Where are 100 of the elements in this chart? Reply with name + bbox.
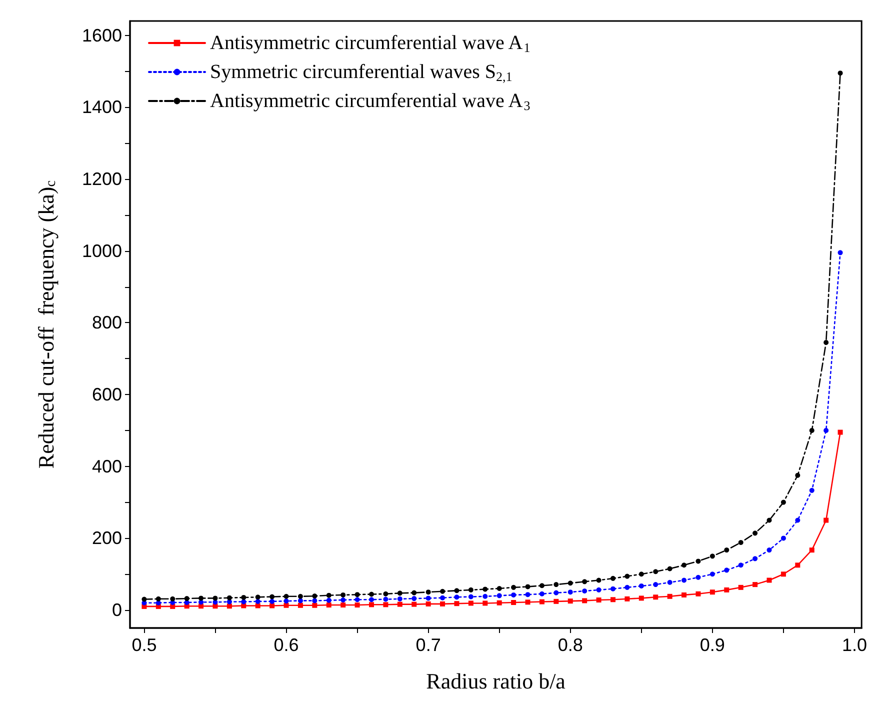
point [624,584,630,590]
point [624,596,630,602]
point [682,592,687,598]
point [539,583,544,588]
y-tick-label: 800 [92,312,122,333]
point [226,604,232,609]
point [255,598,260,604]
point [397,602,402,607]
point [638,596,644,601]
point [454,601,460,606]
point [539,599,544,604]
point [738,562,744,568]
point [809,548,814,553]
point [170,596,176,602]
point [780,500,786,505]
point [667,580,672,585]
point [397,590,402,596]
point [284,602,289,608]
point [638,583,644,588]
point [780,536,786,541]
point [198,596,204,601]
y-tick-label: 200 [92,528,122,548]
point [354,602,360,608]
point [340,602,346,608]
x-tick-label: 0.5 [132,635,157,655]
point [412,590,417,596]
point [724,587,730,592]
point [496,593,502,598]
point [766,518,772,523]
point [369,597,374,602]
point [525,584,530,590]
point [824,518,829,523]
point [752,582,758,588]
point [667,594,672,599]
point [838,70,843,76]
point [738,584,744,590]
point [226,595,232,600]
point [326,602,332,608]
point [710,554,715,559]
point [809,428,814,433]
y-tick-label: 1200 [82,169,122,190]
y-tick-label: 1400 [82,97,122,118]
point [610,597,616,602]
point [354,597,360,602]
point [766,578,772,583]
point [426,596,431,601]
point [525,600,530,605]
point [340,592,346,598]
point [582,598,588,604]
point [710,572,715,577]
point [780,572,786,577]
point [482,594,488,599]
point [298,598,303,604]
point [596,578,602,583]
point [795,518,800,523]
point [682,578,687,583]
point [653,594,658,600]
point [312,602,318,608]
y-tick-label: 400 [92,456,122,476]
y-tick-label: 0 [112,600,122,620]
point [298,594,303,599]
point [809,488,814,493]
point [738,540,744,546]
point [795,562,800,568]
point [156,596,161,602]
point [824,428,829,433]
point [724,548,730,553]
x-tick-label: 0.7 [416,635,441,655]
y-tick-label: 1600 [82,25,122,46]
point [653,582,658,588]
point [838,250,843,256]
y-axis-title: Reduced cut-off frequency (ka)c [34,180,59,469]
point [468,587,474,592]
point [412,602,417,607]
point [255,594,260,600]
point [496,586,502,591]
point [184,596,190,602]
point [582,579,588,584]
point [554,582,559,588]
point [369,592,374,597]
point [468,600,474,606]
x-tick-label: 1.0 [842,635,868,655]
point [440,588,446,594]
point [241,599,246,604]
point [426,590,431,595]
point [312,598,318,604]
point [554,590,559,596]
point [270,594,275,600]
point [241,594,246,600]
point [368,602,374,608]
y-tick-label: 1000 [82,240,122,261]
point [454,594,460,600]
point [383,602,388,608]
point [624,574,630,579]
point [667,566,672,572]
point [142,596,147,602]
point [482,600,488,606]
point [596,587,602,592]
point [752,556,758,562]
point [298,602,303,608]
